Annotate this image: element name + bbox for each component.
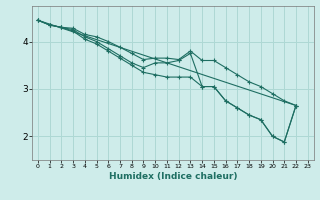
X-axis label: Humidex (Indice chaleur): Humidex (Indice chaleur) — [108, 172, 237, 181]
